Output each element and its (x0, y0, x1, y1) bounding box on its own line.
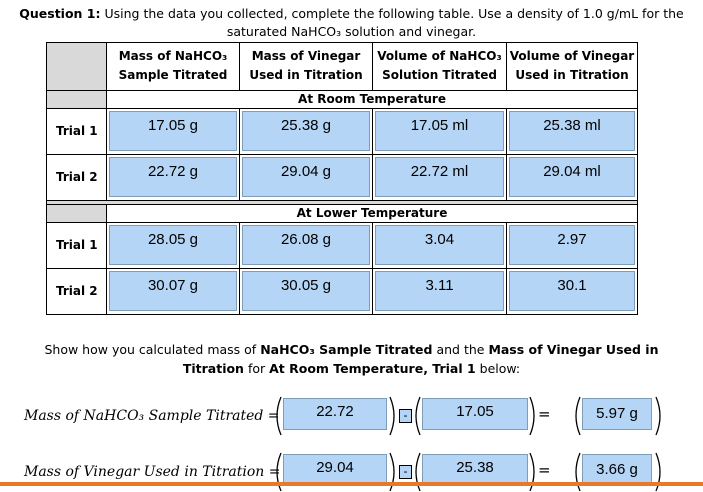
input-box: 3.11 (375, 271, 504, 311)
paren-stroke (575, 396, 581, 436)
paren-stroke (415, 396, 421, 436)
input-box: 2.97 (509, 225, 635, 265)
instructions: Show how you calculated mass of NaHCO₃ S… (0, 340, 703, 378)
footer-bar (0, 482, 703, 486)
left-paren (575, 396, 581, 436)
input-box: 29.04 ml (509, 157, 635, 197)
header-line: Used in Titration (249, 68, 363, 82)
question: Question 1: Using the data you collected… (0, 5, 703, 41)
input-box: 17.05 ml (375, 111, 504, 151)
right-paren (655, 452, 661, 492)
input-box: 22.72 ml (375, 157, 504, 197)
operator-box: - (399, 409, 412, 423)
header-line: Mass of NaHCO₃ (118, 49, 228, 63)
paren-stroke (655, 396, 661, 436)
question-line: saturated NaHCO₃ solution and vinegar. (226, 24, 477, 39)
result-box: 5.97 g (582, 398, 652, 430)
equals-sign: = (538, 461, 551, 479)
left-paren (575, 452, 581, 492)
left-paren (415, 396, 421, 436)
input-box: 25.38 ml (509, 111, 635, 151)
header-line: Mass of Vinegar (251, 49, 361, 63)
right-paren (389, 452, 395, 492)
instruction-text: for (243, 361, 270, 376)
paren-stroke (389, 396, 395, 436)
right-paren (389, 396, 395, 436)
header-line: Volume of Vinegar (509, 49, 635, 63)
right-paren (529, 396, 535, 436)
header-line: Sample Titrated (118, 68, 228, 82)
column-header: Volume of Vinegar Used in Titration (506, 42, 638, 91)
instruction-text: Show how you calculated mass of (44, 342, 261, 357)
table-cell: 22.72 ml (372, 154, 507, 201)
input-box: 3.04 (375, 225, 504, 265)
instruction-text: below: (475, 361, 521, 376)
paren-stroke (529, 396, 535, 436)
header-line: Used in Titration (515, 68, 629, 82)
left-paren (276, 452, 282, 492)
right-paren (655, 396, 661, 436)
instruction-term: Mass of Vinegar Used in Titration (182, 342, 659, 376)
table-cell: 30.1 (506, 268, 638, 315)
table-cell: 26.08 g (239, 222, 373, 269)
instruction-text: and the (432, 342, 489, 357)
input-box: 25.38 g (242, 111, 370, 151)
input-box: 28.05 g (109, 225, 237, 265)
input-box: 26.08 g (242, 225, 370, 265)
value-box: 22.72 (283, 398, 387, 430)
value-box: 29.04 (283, 454, 387, 486)
left-paren (415, 452, 421, 492)
input-box: 30.1 (509, 271, 635, 311)
input-box: 22.72 g (109, 157, 237, 197)
input-box: 17.05 g (109, 111, 237, 151)
operator-box: - (399, 465, 412, 479)
paren-stroke (276, 396, 282, 436)
input-box: 30.05 g (242, 271, 370, 311)
input-box: 30.07 g (109, 271, 237, 311)
instruction-term: NaHCO₃ Sample Titrated (260, 342, 433, 357)
table-cell: 2.97 (506, 222, 638, 269)
calc-label: Mass of NaHCO₃ Sample Titrated = (24, 408, 280, 424)
question-line: Using the data you collected, complete t… (104, 6, 684, 21)
header-line: Solution Titrated (382, 68, 497, 82)
table-cell: 29.04 g (239, 154, 373, 201)
equals-sign: = (538, 405, 551, 423)
left-paren (276, 396, 282, 436)
data-table: Mass of NaHCO₃ Sample Titrated Mass of Vin… (46, 42, 638, 318)
table-cell: 29.04 ml (506, 154, 638, 201)
table-cell: 17.05 ml (372, 108, 507, 155)
question-label: Question 1: (19, 6, 101, 21)
table-cell: 28.05 g (106, 222, 240, 269)
right-paren (529, 452, 535, 492)
table-cell: 3.04 (372, 222, 507, 269)
instruction-term: At Room Temperature, Trial 1 (269, 361, 476, 376)
value-box: 17.05 (422, 398, 528, 430)
calc-label: Mass of Vinegar Used in Titration = (24, 464, 281, 480)
input-box: 29.04 g (242, 157, 370, 197)
header-line: Volume of NaHCO₃ (377, 49, 502, 63)
table-cell: 3.11 (372, 268, 507, 315)
column-header: Volume of NaHCO₃ Solution Titrated (372, 42, 507, 91)
table-cell: 30.05 g (239, 268, 373, 315)
